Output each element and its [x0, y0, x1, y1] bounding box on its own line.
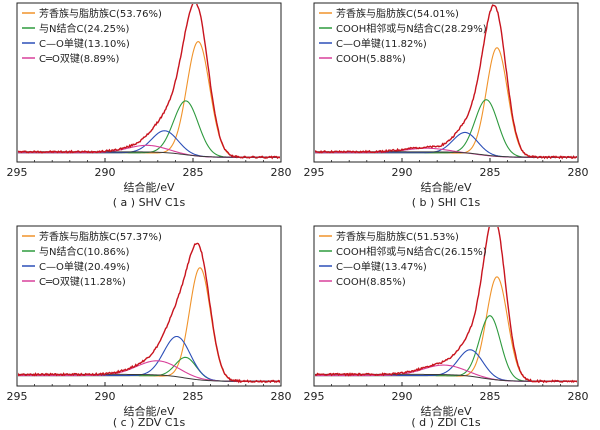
x-tick-label: 280: [568, 166, 589, 179]
legend-label: C—O单键(13.10%): [39, 37, 130, 50]
plot-frame: [313, 225, 579, 387]
panel-caption: ( b ) SHI C1s: [412, 196, 481, 209]
x-tick-label: 290: [392, 166, 413, 179]
legend-item: COOH(5.88%): [319, 54, 406, 65]
x-tick-label: 295: [304, 390, 325, 403]
legend-label: C—O单键(11.82%): [336, 37, 427, 50]
envelope-line: [18, 242, 280, 384]
panel-caption: ( c ) ZDV C1s: [113, 416, 186, 429]
legend-label: 与N结合C(24.25%): [39, 22, 129, 35]
x-axis-title: 结合能/eV: [124, 180, 175, 194]
series-line-2: [18, 356, 280, 382]
chart-panel-d: 295 290 285 280 结合能/eV( d ) ZDI C1s 芳香族与脂肪族C(…: [304, 225, 589, 429]
legend: 芳香族与脂肪族C(53.76%) 与N结合C(24.25%) C—O单键(13.10…: [22, 7, 162, 65]
x-tick-label: 280: [271, 166, 292, 179]
x-tick-label: 280: [568, 390, 589, 403]
x-tick-label: 290: [95, 390, 116, 403]
x-tick-label: 290: [95, 166, 116, 179]
legend-item: C—O单键(13.10%): [22, 37, 130, 50]
plot-frame: [313, 2, 579, 163]
chart-panel-b: 295 290 285 280 结合能/eV ( b ) SHI C1s 芳香族与脂肪族C(…: [304, 2, 589, 209]
x-tick-label: 295: [304, 166, 325, 179]
legend: 芳香族与脂肪族C(57.37%) 与N结合C(10.86%) C—O单键(20.49…: [22, 230, 162, 288]
legend-item: 芳香族与脂肪族C(51.53%): [319, 230, 459, 243]
legend-item: COOH相邻或与N结合C(28.29%): [319, 22, 487, 35]
legend-item: 芳香族与脂肪族C(53.76%): [22, 7, 162, 20]
series-line-2: [315, 315, 577, 382]
legend: 芳香族与脂肪族C(51.53%) COOH相邻或与N结合C(26.15%) C—O单…: [319, 230, 487, 288]
series-line-4: [315, 364, 577, 382]
chart-panel-c: 295 290 285 280 结合能/eV( c ) ZDV C1s 芳香族与脂肪族C(…: [7, 225, 292, 429]
legend-item: 芳香族与脂肪族C(54.01%): [319, 7, 459, 20]
x-tick-label: 285: [480, 166, 501, 179]
x-tick-label: 295: [7, 166, 28, 179]
legend-item: C═O双键(11.28%): [22, 275, 126, 288]
legend: 芳香族与脂肪族C(54.01%) COOH相邻或与N结合C(28.29%) C—O单…: [319, 7, 487, 65]
envelope-line: [315, 227, 577, 384]
x-axis-title: 结合能/eV: [421, 180, 472, 194]
x-tick-label: 285: [183, 166, 204, 179]
legend-label: COOH相邻或与N结合C(28.29%): [336, 22, 487, 35]
x-axis-title: 结合能/eV: [124, 404, 175, 418]
panel-caption: ( d ) ZDI C1s: [411, 416, 480, 429]
x-tick-label: 280: [271, 390, 292, 403]
legend-label: C═O双键(8.89%): [39, 52, 120, 65]
series-line-2: [315, 99, 577, 158]
plot-area: [18, 242, 280, 384]
legend-item: C—O单键(13.47%): [319, 260, 427, 273]
x-tick-label: 285: [183, 390, 204, 403]
legend-item: COOH(8.85%): [319, 277, 406, 288]
legend-label: 芳香族与脂肪族C(54.01%): [336, 7, 459, 20]
legend-item: C—O单键(20.49%): [22, 260, 130, 273]
x-tick-label: 290: [392, 390, 413, 403]
panel-caption: ( a ) SHV C1s: [113, 196, 186, 209]
x-tick-label: 295: [7, 390, 28, 403]
chart-panel-a: 295 290 285 280 结合能/eV ( a ) SHV C1s 芳香族与脂肪族C(…: [7, 2, 292, 209]
plot-frame: [16, 2, 282, 163]
legend-label: 芳香族与脂肪族C(53.76%): [39, 7, 162, 20]
series-line-4: [18, 360, 280, 382]
legend-item: 与N结合C(24.25%): [22, 22, 129, 35]
plot-area: [315, 4, 577, 160]
legend-label: C═O双键(11.28%): [39, 275, 126, 288]
legend-item: 与N结合C(10.86%): [22, 245, 129, 258]
legend-label: C—O单键(13.47%): [336, 260, 427, 273]
legend-item: 芳香族与脂肪族C(57.37%): [22, 230, 162, 243]
legend-item: COOH相邻或与N结合C(26.15%): [319, 245, 487, 258]
legend-label: COOH(5.88%): [336, 54, 406, 65]
envelope-line: [315, 4, 577, 160]
plot-area: [18, 4, 280, 160]
envelope-line: [18, 4, 280, 160]
legend-label: 芳香族与脂肪族C(57.37%): [39, 230, 162, 243]
series-line-2: [18, 100, 280, 158]
legend-label: COOH(8.85%): [336, 277, 406, 288]
legend-label: 与N结合C(10.86%): [39, 245, 129, 258]
legend-label: COOH相邻或与N结合C(26.15%): [336, 245, 487, 258]
x-tick-label: 285: [480, 390, 501, 403]
plot-frame: [16, 225, 282, 387]
legend-item: C—O单键(11.82%): [319, 37, 427, 50]
plot-area: [315, 227, 577, 384]
series-line-3: [315, 131, 577, 158]
legend-item: C═O双键(8.89%): [22, 52, 120, 65]
legend-label: 芳香族与脂肪族C(51.53%): [336, 230, 459, 243]
legend-label: C—O单键(20.49%): [39, 260, 130, 273]
x-axis-title: 结合能/eV: [421, 404, 472, 418]
